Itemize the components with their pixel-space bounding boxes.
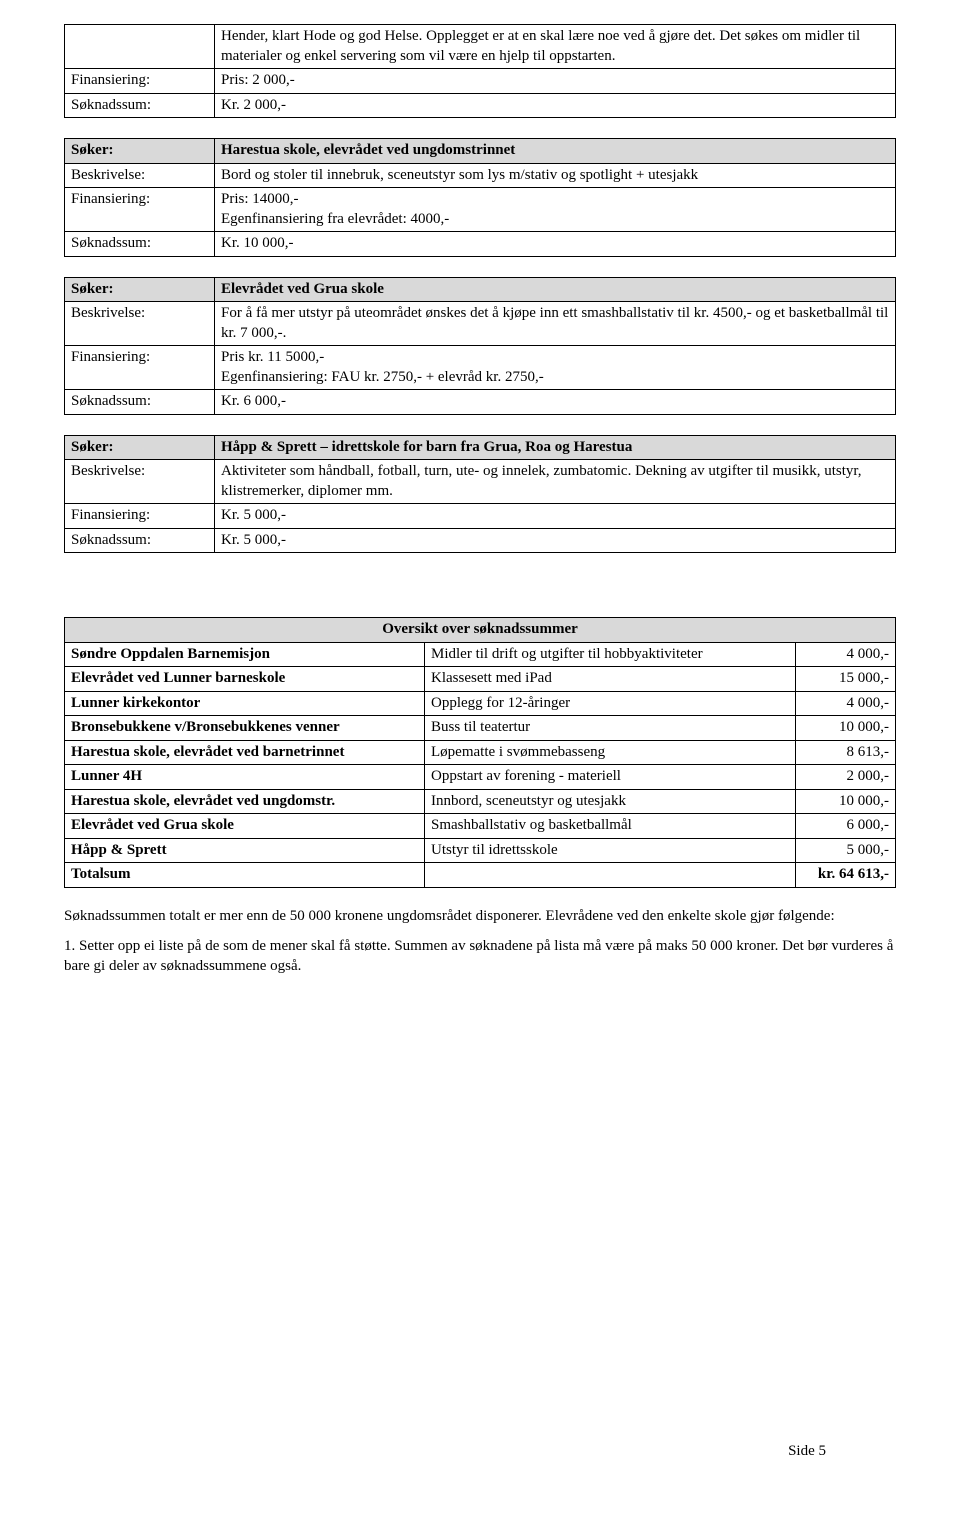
soker-label: Søker: [65,277,215,302]
finansiering-value: Kr. 5 000,- [215,504,896,529]
table-row: Elevrådet ved Lunner barneskole Klassese… [65,667,896,692]
description-continuation: Hender, klart Hode og god Helse. Opplegg… [215,25,896,69]
table-row: Harestua skole, elevrådet ved barnetrinn… [65,740,896,765]
soker-label: Søker: [65,435,215,460]
ov-c2: 6 000,- [796,814,896,839]
ov-c0: Harestua skole, elevrådet ved barnetrinn… [65,740,425,765]
ov-c0: Søndre Oppdalen Barnemisjon [65,642,425,667]
ov-c0: Lunner kirkekontor [65,691,425,716]
finansiering-label: Finansiering: [65,69,215,94]
ov-c2: 8 613,- [796,740,896,765]
ov-c1: Smashballstativ og basketballmål [425,814,796,839]
ov-c1: Buss til teatertur [425,716,796,741]
soknadssum-label: Søknadssum: [65,528,215,553]
total-blank [425,863,796,888]
soker-value: Håpp & Sprett – idrettskole for barn fra… [215,435,896,460]
ov-c0: Bronsebukkene v/Bronsebukkenes venner [65,716,425,741]
ov-c0: Elevrådet ved Lunner barneskole [65,667,425,692]
table-row: Søndre Oppdalen Barnemisjon Midler til d… [65,642,896,667]
total-label: Totalsum [65,863,425,888]
ov-c1: Midler til drift og utgifter til hobbyak… [425,642,796,667]
table-row: Bronsebukkene v/Bronsebukkenes venner Bu… [65,716,896,741]
application-table-2: Søker: Harestua skole, elevrådet ved ung… [64,138,896,257]
beskrivelse-value: Bord og stoler til innebruk, sceneutstyr… [215,163,896,188]
ov-c1: Utstyr til idrettsskole [425,838,796,863]
ov-c2: 10 000,- [796,789,896,814]
ov-c2: 4 000,- [796,691,896,716]
application-table-1: Hender, klart Hode og god Helse. Opplegg… [64,24,896,118]
finansiering-value: Pris: 14000,- Egenfinansiering fra elevr… [215,188,896,232]
ov-c1: Innbord, sceneutstyr og utesjakk [425,789,796,814]
fin-line-1: Pris kr. 11 5000,- [221,349,324,365]
soknadssum-label: Søknadssum: [65,232,215,257]
finansiering-value: Pris: 2 000,- [215,69,896,94]
fin-line-1: Pris: 14000,- [221,191,299,207]
ov-c1: Opplegg for 12-åringer [425,691,796,716]
soker-label: Søker: [65,139,215,164]
total-value: kr. 64 613,- [796,863,896,888]
page-number: Side 5 [788,1443,826,1460]
soknadssum-label: Søknadssum: [65,390,215,415]
finansiering-label: Finansiering: [65,346,215,390]
ov-c1: Klassesett med iPad [425,667,796,692]
soknadssum-label: Søknadssum: [65,93,215,118]
body-paragraph-1: Søknadssummen totalt er mer enn de 50 00… [64,906,896,926]
beskrivelse-value: For å få mer utstyr på uteområdet ønskes… [215,302,896,346]
overview-title: Oversikt over søknadssummer [65,618,896,643]
table-row: Håpp & Sprett Utstyr til idrettsskole 5 … [65,838,896,863]
soknadssum-value: Kr. 5 000,- [215,528,896,553]
ov-c0: Harestua skole, elevrådet ved ungdomstr. [65,789,425,814]
table-row: Harestua skole, elevrådet ved ungdomstr.… [65,789,896,814]
soknadssum-value: Kr. 6 000,- [215,390,896,415]
list-item-1: 1. Setter opp ei liste på de som de mene… [64,936,896,977]
ov-c0: Lunner 4H [65,765,425,790]
beskrivelse-value: Aktiviteter som håndball, fotball, turn,… [215,460,896,504]
overview-table: Oversikt over søknadssummer Søndre Oppda… [64,617,896,888]
ov-c2: 2 000,- [796,765,896,790]
soker-value: Harestua skole, elevrådet ved ungdomstri… [215,139,896,164]
soker-value: Elevrådet ved Grua skole [215,277,896,302]
application-table-4: Søker: Håpp & Sprett – idrettskole for b… [64,435,896,554]
finansiering-value: Pris kr. 11 5000,- Egenfinansiering: FAU… [215,346,896,390]
ov-c0: Håpp & Sprett [65,838,425,863]
table-row: Lunner 4H Oppstart av forening - materie… [65,765,896,790]
beskrivelse-label: Beskrivelse: [65,460,215,504]
table-row: Lunner kirkekontor Opplegg for 12-åringe… [65,691,896,716]
ov-c1: Oppstart av forening - materiell [425,765,796,790]
application-table-3: Søker: Elevrådet ved Grua skole Beskrive… [64,277,896,415]
table-total-row: Totalsum kr. 64 613,- [65,863,896,888]
ov-c0: Elevrådet ved Grua skole [65,814,425,839]
beskrivelse-label: Beskrivelse: [65,302,215,346]
ov-c2: 10 000,- [796,716,896,741]
ov-c2: 5 000,- [796,838,896,863]
soknadssum-value: Kr. 2 000,- [215,93,896,118]
beskrivelse-label: Beskrivelse: [65,163,215,188]
fin-line-2: Egenfinansiering: FAU kr. 2750,- + elevr… [221,369,544,385]
fin-line-2: Egenfinansiering fra elevrådet: 4000,- [221,211,449,227]
numbered-list: 1. Setter opp ei liste på de som de mene… [64,936,896,977]
ov-c1: Løpematte i svømmebasseng [425,740,796,765]
soknadssum-value: Kr. 10 000,- [215,232,896,257]
ov-c2: 15 000,- [796,667,896,692]
table-row: Elevrådet ved Grua skole Smashballstativ… [65,814,896,839]
finansiering-label: Finansiering: [65,188,215,232]
ov-c2: 4 000,- [796,642,896,667]
finansiering-label: Finansiering: [65,504,215,529]
empty-label-cell [65,25,215,69]
